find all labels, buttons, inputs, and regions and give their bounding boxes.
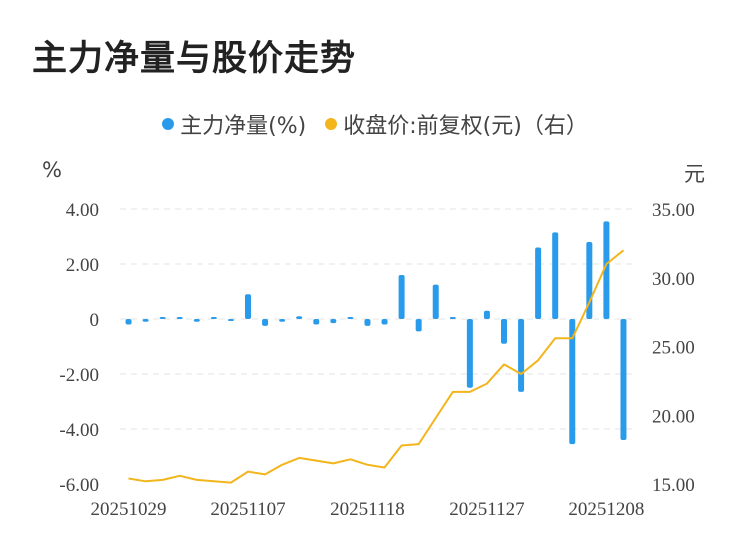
net-volume-bar <box>330 319 337 324</box>
net-volume-bar <box>518 319 525 392</box>
net-volume-bar <box>279 319 286 322</box>
net-volume-bar <box>620 319 627 440</box>
right-axis-tick-label: 30.00 <box>652 269 695 290</box>
net-volume-bar <box>176 317 183 319</box>
chart-title: 主力净量与股价走势 <box>32 39 357 79</box>
net-volume-bar <box>142 319 149 322</box>
left-axis-tick-label: -4.00 <box>59 420 99 441</box>
net-volume-bar <box>381 319 388 325</box>
right-axis-tick-label: 25.00 <box>652 338 695 359</box>
right-axis-tick-label: 15.00 <box>652 475 695 496</box>
left-axis-tick-label: -2.00 <box>59 365 99 386</box>
left-axis-tick-label: 0 <box>90 310 100 331</box>
legend: 主力净量(%) 收盘价:前复权(元)（右） <box>0 108 750 140</box>
legend-label: 收盘价:前复权(元)（右） <box>343 114 588 139</box>
net-volume-bar <box>483 310 490 319</box>
net-volume-bar <box>347 317 354 319</box>
x-axis-tick-label: 20251127 <box>449 499 524 520</box>
x-axis-tick-label: 20251208 <box>568 499 644 520</box>
net-volume-bar <box>296 316 303 319</box>
net-volume-bar <box>210 317 217 319</box>
net-volume-bar <box>313 319 320 325</box>
net-volume-bar <box>501 319 507 344</box>
net-volume-bar <box>159 317 166 319</box>
legend-item-net-volume[interactable]: 主力净量(%) <box>162 108 306 140</box>
x-axis-tick-label: 20251118 <box>330 499 405 520</box>
x-axis-tick-label: 20251107 <box>210 499 285 520</box>
legend-dot-icon <box>162 118 175 130</box>
net-volume-bar <box>432 284 439 319</box>
legend-dot-icon <box>325 118 338 130</box>
legend-item-close-price[interactable]: 收盘价:前复权(元)（右） <box>325 108 588 140</box>
net-volume-bar <box>262 319 269 326</box>
net-volume-bar <box>245 294 251 319</box>
net-volume-bar <box>364 319 371 326</box>
net-volume-bar <box>603 221 610 319</box>
net-volume-bar <box>552 232 559 319</box>
legend-label: 主力净量(%) <box>180 114 307 139</box>
net-volume-bar <box>415 319 422 332</box>
close-price-line <box>128 249 625 484</box>
left-axis-tick-label: -6.00 <box>59 475 99 496</box>
net-volume-bar <box>466 319 473 388</box>
net-volume-bar <box>125 319 132 325</box>
net-volume-bar <box>569 319 576 445</box>
net-volume-bar <box>398 275 405 319</box>
left-axis-unit: % <box>42 158 62 182</box>
left-axis-tick-label: 2.00 <box>66 255 99 276</box>
net-volume-bar <box>535 247 542 319</box>
net-volume-bar <box>449 317 456 319</box>
left-axis-tick-label: 4.00 <box>66 200 99 221</box>
right-axis-tick-label: 20.00 <box>652 406 695 427</box>
net-volume-bar <box>227 319 234 321</box>
net-volume-bar <box>193 319 200 322</box>
right-axis-tick-label: 35.00 <box>652 200 695 221</box>
right-axis-unit: 元 <box>684 162 705 186</box>
x-axis-tick-label: 20251029 <box>91 499 167 520</box>
